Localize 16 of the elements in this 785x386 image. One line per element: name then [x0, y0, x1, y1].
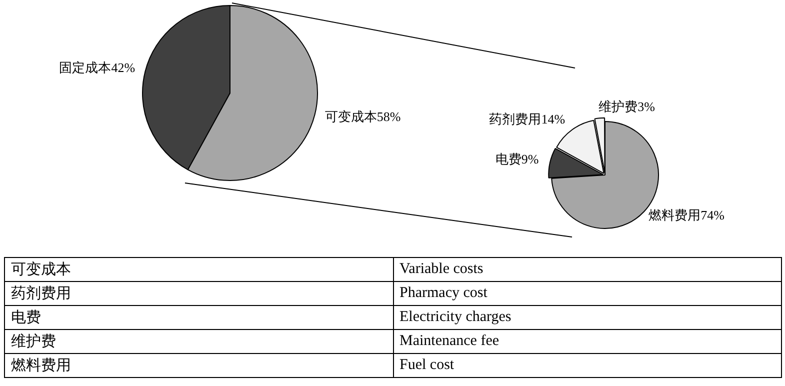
slice-label: 药剂费用14% [489, 111, 566, 126]
text: Variable costs [393, 258, 782, 282]
slice-label: 电费9% [495, 152, 539, 167]
slice-label: 维护费3% [598, 98, 656, 114]
slice-label: 燃料费用74% [648, 207, 725, 222]
text: Pharmacy cost [393, 282, 782, 306]
text: 药剂费用 [4, 282, 393, 306]
text: 电费 [4, 306, 393, 330]
text: Electricity charges [393, 306, 782, 330]
text: Fuel cost [393, 354, 782, 378]
slice-label: 固定成本42% [59, 60, 136, 76]
slice-label: 可变成本58% [324, 108, 401, 124]
text: 可变成本 [4, 258, 393, 282]
text: 维护费 [4, 330, 393, 354]
text: Maintenance fee [393, 330, 782, 354]
text: 燃料费用 [4, 354, 393, 378]
